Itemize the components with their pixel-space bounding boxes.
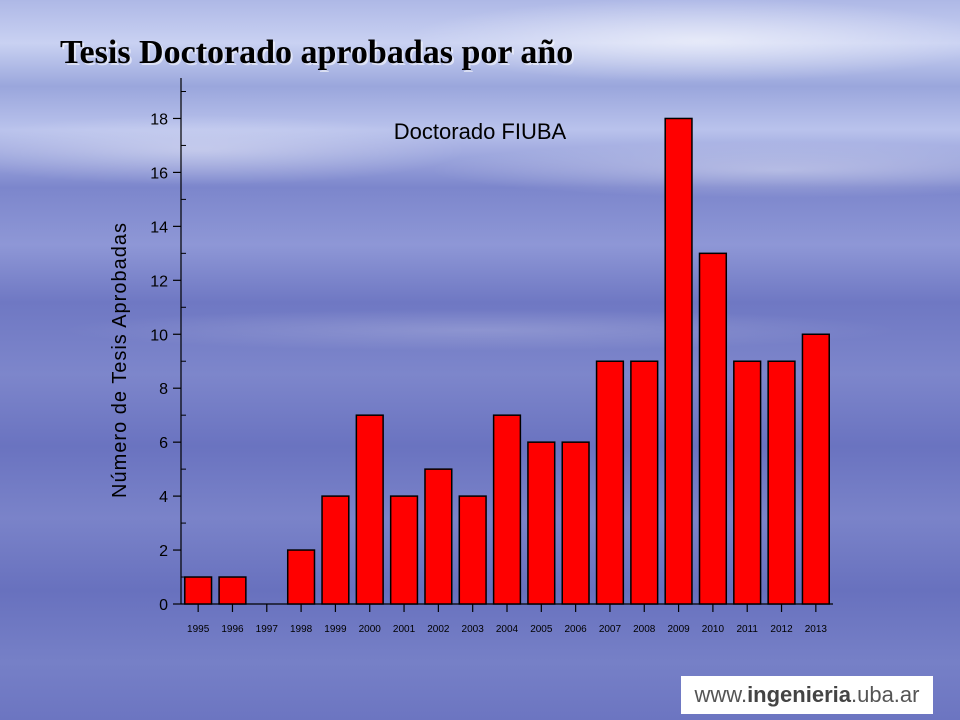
y-tick-label: 0 (159, 597, 168, 614)
x-tick-label: 2012 (770, 624, 793, 635)
bar-2004 (492, 414, 522, 605)
y-tick-label: 6 (159, 435, 168, 452)
x-tick-label: 2013 (805, 624, 828, 635)
y-axis-label: Número de Tesis Aprobadas (109, 222, 131, 498)
website-watermark[interactable]: www. ingenieria .uba.ar (681, 676, 933, 714)
x-tick-label: 2008 (633, 624, 656, 635)
chart-title: Doctorado FIUBA (394, 119, 567, 144)
bar-2000 (355, 414, 384, 605)
x-tick-label: 2006 (565, 624, 588, 635)
bar-2005 (527, 441, 556, 605)
bar-2007 (595, 360, 625, 605)
x-tick-label: 2002 (427, 624, 450, 635)
watermark-brand: ingenieria (747, 682, 851, 707)
y-tick-label: 8 (159, 381, 168, 398)
bar-2013 (801, 333, 830, 605)
bar-1996 (218, 576, 247, 605)
y-tick-label: 2 (159, 543, 168, 560)
x-tick-label: 2010 (702, 624, 725, 635)
y-tick-label: 18 (150, 111, 168, 128)
watermark-prefix: www. (694, 682, 748, 707)
x-tick-label: 2001 (393, 624, 416, 635)
bars (184, 117, 830, 605)
slide-title: Tesis Doctorado aprobadas por año (60, 34, 574, 71)
x-tick-label: 2004 (496, 624, 519, 635)
x-tick-label: 2000 (359, 624, 382, 635)
y-tick-label: 14 (150, 219, 168, 236)
x-tick-label: 1996 (221, 624, 244, 635)
bar-2008 (630, 360, 659, 605)
x-tick-label: 2009 (667, 624, 690, 635)
y-tick-label: 16 (150, 165, 168, 182)
x-tick-label: 1998 (290, 624, 313, 635)
bar-2012 (767, 360, 796, 605)
bar-2002 (424, 468, 453, 605)
x-tick-label: 2011 (736, 624, 758, 635)
y-tick-label: 4 (159, 489, 168, 506)
x-tick-label: 2003 (462, 624, 485, 635)
bar-2003 (458, 495, 487, 605)
x-tick-label: 1997 (256, 624, 279, 635)
bar-1995 (184, 576, 213, 605)
watermark-suffix: .uba.ar (850, 682, 920, 707)
bar-1999 (321, 495, 350, 605)
x-tick-label: 2005 (530, 624, 553, 635)
bar-2001 (389, 495, 419, 605)
y-tick-label: 12 (150, 273, 168, 290)
bar-1998 (286, 549, 316, 605)
bar-2010 (698, 252, 728, 605)
bar-2009 (664, 117, 693, 605)
x-ticks: 1995 1996 1997 1998 1999 2000 2001 2002 2003 2004… (187, 604, 827, 635)
y-tick-label: 10 (150, 327, 168, 344)
bar-2006 (561, 441, 590, 605)
x-tick-label: 1999 (324, 624, 347, 635)
y-ticks: 0 2 4 6 8 10 12 14 16 18 (150, 90, 186, 614)
bar-2011 (733, 360, 762, 605)
x-tick-label: 1995 (187, 624, 210, 635)
x-tick-label: 2007 (599, 624, 622, 635)
